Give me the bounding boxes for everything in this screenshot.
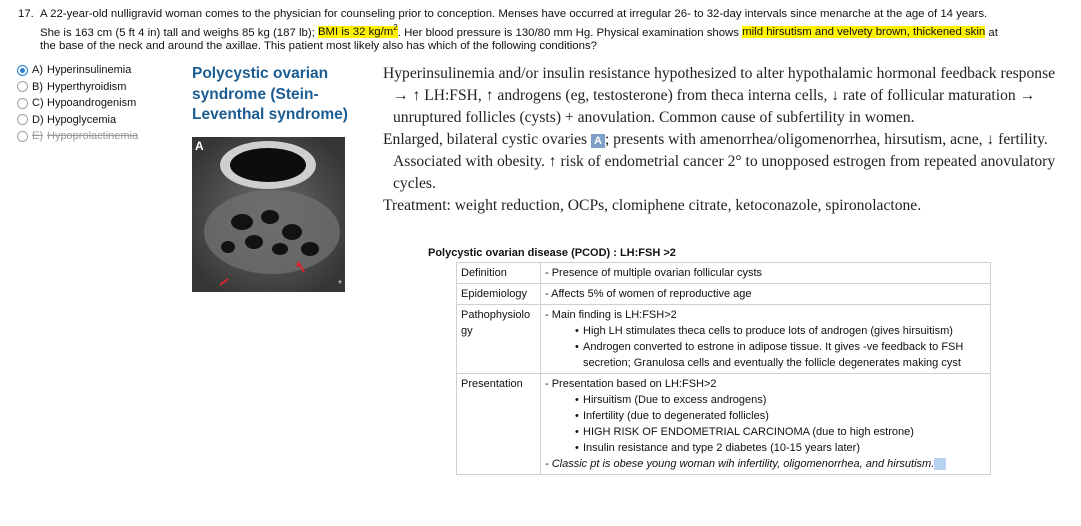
row-value: - Affects 5% of women of reproductive ag…: [540, 283, 991, 305]
question-line-1: A 22-year-old nulligravid woman comes to…: [40, 8, 988, 20]
list-item: Androgen converted to estrone in adipose…: [575, 339, 986, 371]
row-value: - Presentation based on LH:FSH>2 Hirsuit…: [540, 373, 991, 475]
option-text: Hypoglycemia: [47, 113, 117, 126]
option-letter: B): [32, 80, 43, 93]
radio-icon[interactable]: [17, 81, 28, 93]
list-item: High LH stimulates theca cells to produc…: [575, 323, 986, 339]
radio-icon[interactable]: [17, 114, 28, 126]
table-row: Definition - Presence of multiple ovaria…: [456, 262, 991, 284]
highlight-findings[interactable]: mild hirsutism and velvety brown, thicke…: [742, 26, 986, 39]
topic-title: Polycystic ovarian syndrome (Stein-Leven…: [192, 65, 348, 123]
highlight-bmi[interactable]: BMI is 32 kg/m2: [317, 23, 398, 39]
classic-text: - Classic pt is obese young woman wih in…: [545, 458, 935, 470]
classic-presentation: - Classic pt is obese young woman wih in…: [545, 456, 986, 472]
option-a[interactable]: A) Hyperinsulinemia: [17, 62, 138, 79]
table-row: Pathophysiology - Main finding is LH:FSH…: [456, 304, 991, 374]
question-line-3: the base of the neck and around the axil…: [40, 39, 598, 52]
answer-options: A) Hyperinsulinemia B) Hyperthyroidism C) H…: [17, 62, 138, 145]
image-label: A: [195, 139, 204, 153]
option-letter: C): [32, 97, 44, 109]
radio-icon[interactable]: [17, 130, 28, 142]
option-text: Hypoprolactinemia: [47, 130, 139, 142]
list-item: Infertility (due to degenerated follicle…: [575, 408, 986, 424]
pcod-table: Definition - Presence of multiple ovaria…: [456, 262, 991, 475]
question-number: 17.: [18, 8, 34, 20]
option-d[interactable]: D) Hypoglycemia: [17, 112, 138, 129]
option-c[interactable]: C) Hypoandrogenism: [17, 95, 138, 112]
option-b[interactable]: B) Hyperthyroidism: [17, 79, 138, 96]
option-letter: A): [32, 64, 43, 76]
row-key: Definition: [456, 262, 541, 284]
list-item: Hirsuitism (Due to excess androgens): [575, 392, 986, 408]
row-value: - Main finding is LH:FSH>2 High LH stimu…: [540, 304, 991, 374]
text-selection-marker: [934, 458, 947, 470]
bmi-superscript: 2: [393, 23, 398, 33]
list-item: HIGH RISK OF ENDOMETRIAL CARCINOMA (due …: [575, 424, 986, 440]
radio-selected-icon[interactable]: [17, 64, 28, 76]
topic-description: Hyperinsulinemia and/or insulin resistan…: [383, 63, 1073, 217]
row-key: Presentation: [456, 373, 541, 475]
question-line-2c: at: [985, 26, 998, 39]
question-stem: 17. A 22-year-old nulligravid woman comes…: [18, 8, 1076, 53]
question-line-2b: . Her blood pressure is 130/80 mm Hg. Ph…: [397, 26, 743, 39]
description-paragraph-2: Enlarged, bilateral cystic ovaries A; pr…: [383, 129, 1073, 195]
row-key: Pathophysiology: [456, 304, 541, 374]
question-line-2a: She is 163 cm (5 ft 4 in) tall and weigh…: [40, 26, 318, 39]
bullet-list: High LH stimulates theca cells to produc…: [545, 323, 986, 371]
description-paragraph-3: Treatment: weight reduction, OCPs, clomi…: [383, 197, 922, 214]
table-row: Presentation - Presentation based on LH:…: [456, 373, 991, 475]
image-ref-badge[interactable]: A: [590, 134, 605, 148]
option-letter: E): [32, 130, 43, 142]
row-main-text: - Presentation based on LH:FSH>2: [545, 378, 717, 390]
row-value: - Presence of multiple ovarian follicula…: [540, 262, 991, 284]
option-text: Hypoandrogenism: [47, 97, 137, 109]
table-row: Epidemiology - Affects 5% of women of re…: [456, 283, 991, 305]
ultrasound-graphic: [192, 137, 345, 292]
image-corner-mark: *: [338, 279, 342, 290]
radio-icon[interactable]: [17, 97, 28, 109]
table-title: Polycystic ovarian disease (PCOD) : LH:F…: [428, 247, 676, 259]
bmi-text: BMI is 32 kg/m: [317, 26, 394, 39]
list-item: Insulin resistance and type 2 diabetes (…: [575, 440, 986, 456]
option-letter: D): [32, 113, 44, 126]
bullet-list: Hirsuitism (Due to excess androgens) Inf…: [545, 392, 986, 456]
option-text: Hyperinsulinemia: [47, 64, 132, 76]
description-text: Enlarged, bilateral cystic ovaries: [383, 131, 591, 148]
ultrasound-image: A *: [192, 137, 345, 292]
row-key: Epidemiology: [456, 283, 541, 305]
option-text: Hyperthyroidism: [47, 80, 127, 93]
option-e[interactable]: E) Hypoprolactinemia: [17, 128, 138, 145]
description-paragraph-1: Hyperinsulinemia and/or insulin resistan…: [383, 65, 1056, 126]
description-text: ; presents with amenorrhea/oligomenorrhe…: [393, 131, 1056, 192]
row-main-text: - Main finding is LH:FSH>2: [545, 309, 677, 321]
